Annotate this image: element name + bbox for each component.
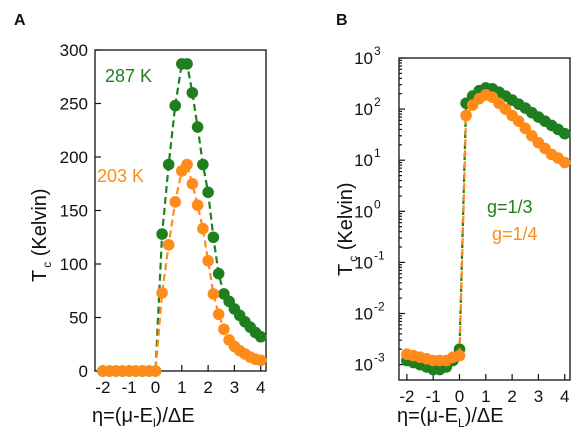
panel-a-label: A <box>14 12 26 29</box>
panel-a-point-green <box>202 186 214 199</box>
panel-a-xlabel-sub: l <box>153 416 156 430</box>
panel-b-ytick-exponent: 0 <box>374 197 381 211</box>
panel-a-point-orange <box>186 177 199 190</box>
panel-a-xtick-label: 1 <box>177 378 186 397</box>
panel-a-point-green <box>186 87 199 99</box>
panel-b-ytick-exponent: 2 <box>374 95 381 109</box>
panel-a-xtick-label: 4 <box>256 378 265 397</box>
panel-a-ylabel-main: T <box>29 270 51 282</box>
panel-b-ytick-exponent: 1 <box>374 146 381 160</box>
panel-a-point-green <box>191 121 204 133</box>
panel-a-ytick-label: 0 <box>79 362 88 381</box>
panel-a-point-orange <box>197 222 209 235</box>
panel-a-point-green <box>156 228 168 240</box>
panel-a-point-orange <box>162 238 175 251</box>
panel-a-ytick-label: 250 <box>60 95 88 114</box>
panel-b-ytick-exponent: 3 <box>374 44 381 58</box>
annotation-203k: 203 K <box>97 166 144 186</box>
panel-a-point-orange <box>212 308 225 321</box>
panel-a-point-green <box>254 330 267 343</box>
panel-b-ytick-label: 10 <box>354 202 373 221</box>
panel-a-ytick-label: 50 <box>69 309 88 328</box>
panel-b-point-orange <box>460 109 472 122</box>
panel-a-ytick-label: 100 <box>60 255 88 274</box>
panel-a-xtick-label: 0 <box>151 378 160 397</box>
panel-b-ylabel-main: T <box>335 264 357 276</box>
panel-b-series <box>401 82 571 376</box>
panel-a-point-green <box>162 158 175 171</box>
panel-b-label: B <box>336 12 348 29</box>
panel-a-series-line-green <box>102 62 262 373</box>
panel-b-ylabel-rest: (Kelvin) <box>335 182 357 255</box>
panel-a-point-orange <box>169 196 182 208</box>
panel-b-series-line-green <box>406 86 566 371</box>
panel-b-point-orange <box>519 122 532 135</box>
panel-b-ytick-exponent: -2 <box>374 300 385 314</box>
panel-b-ylabel: Tc (Kelvin) <box>335 182 360 276</box>
panel-a-point-green <box>181 58 193 70</box>
annotation-287k: 287 K <box>105 66 152 86</box>
panel-b-xlabel-main: η=(μ-E <box>397 405 458 427</box>
panel-a-xlabel-rest: )/ΔE <box>156 405 195 427</box>
panel-a-point-green <box>197 158 209 171</box>
panel-a-ylabel: Tc (Kelvin) <box>29 188 54 282</box>
panel-b-ytick-label: 10 <box>354 253 373 272</box>
panel-a-point-orange <box>149 365 162 377</box>
legend-g-1-3: g=1/3 <box>487 197 533 217</box>
panel-a-point-green <box>207 231 220 244</box>
panel-b-ytick-label: 10 <box>354 151 373 170</box>
panel-a-xtick-label: -2 <box>95 378 110 397</box>
panel-a-point-green <box>169 99 182 112</box>
panel-a-ylabel-rest: (Kelvin) <box>29 188 51 261</box>
panel-a-point-orange <box>218 323 230 336</box>
panel-b-xlabel-sub: L <box>458 416 465 430</box>
panel-a-point-orange <box>156 287 168 299</box>
panel-b-ytick-exponent: -1 <box>374 248 385 262</box>
panel-b-xtick-label: 3 <box>534 387 543 406</box>
panel-b-ytick-label: 10 <box>354 356 373 375</box>
panel-b-point-orange <box>558 156 571 169</box>
panel-a-ylabel-sub: c <box>40 262 54 268</box>
panel-a-xtick-label: 3 <box>230 378 239 397</box>
panel-a-point-orange <box>191 199 204 211</box>
panel-b-xtick-label: 0 <box>455 387 464 406</box>
panel-a-xtick-label: -1 <box>122 378 137 397</box>
panel-a-point-orange <box>254 354 267 367</box>
panel-a-series <box>97 58 267 377</box>
panel-b-point-orange <box>453 349 466 362</box>
panel-a-point-orange <box>207 288 220 300</box>
panel-b-ytick-label: 10 <box>354 100 373 119</box>
panel-a-ytick-label: 200 <box>60 148 88 167</box>
panel-b-xtick-label: 4 <box>560 387 569 406</box>
panel-b-point-green <box>558 127 571 140</box>
panel-a-xtick-label: 2 <box>203 378 212 397</box>
panel-a-point-orange <box>202 254 214 267</box>
panel-b-xtick-label: -2 <box>399 387 414 406</box>
panel-b-xlabel-rest: )/ΔE <box>465 405 504 427</box>
panel-b-xtick-label: 2 <box>507 387 516 406</box>
panel-a-ytick-label: 150 <box>60 202 88 221</box>
panel-b-xlabel: η=(μ-EL)/ΔE <box>397 405 504 430</box>
legend-g-1-4: g=1/4 <box>492 224 538 244</box>
panel-a-ytick-label: 300 <box>60 41 88 60</box>
panel-b-xtick-label: 1 <box>481 387 490 406</box>
panel-b-series-line-orange <box>406 93 566 362</box>
panel-b-plot-frame <box>398 57 571 381</box>
panel-a-xlabel: η=(μ-El)/ΔE <box>92 405 195 430</box>
panel-b-ytick-exponent: -3 <box>374 351 385 365</box>
panel-b-ylabel-sub: c <box>346 256 360 262</box>
panel-b-ytick-label: 10 <box>354 49 373 68</box>
panel-b-xtick-label: -1 <box>426 387 441 406</box>
panel-a-series-line-orange <box>102 162 261 373</box>
panel-a-point-orange <box>181 158 193 171</box>
panel-a-xlabel-main: η=(μ-E <box>92 405 153 427</box>
panel-b-ytick-label: 10 <box>354 305 373 324</box>
panel-a-point-green <box>212 267 225 280</box>
